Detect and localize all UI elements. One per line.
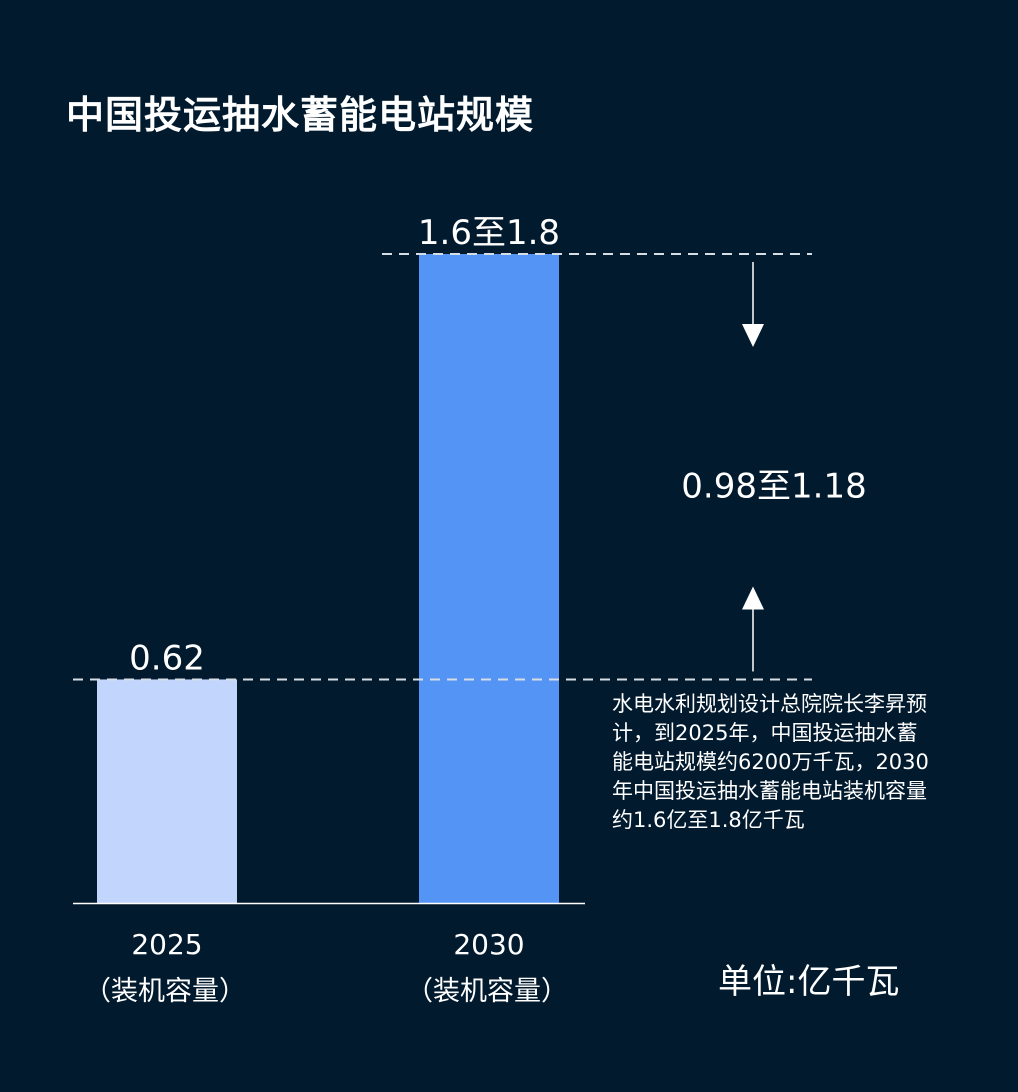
x-tick-label-2025: 2025 <box>131 928 202 961</box>
annotation-arrow-up-head <box>742 586 764 610</box>
x-tick-sublabel-2030: （装机容量） <box>406 976 568 1007</box>
x-tick-label-2030: 2030 <box>453 928 524 961</box>
data-label-2030: 1.6至1.8 <box>418 213 560 253</box>
annotation-arrow-down-head <box>742 324 764 347</box>
chart-title: 中国投运抽水蓄能电站规模 <box>66 93 535 137</box>
unit-label: 单位:亿千瓦 <box>718 962 900 1002</box>
annotation-difference-label: 0.98至1.18 <box>681 467 866 507</box>
data-label-2025: 0.62 <box>129 638 205 678</box>
bar-2030 <box>419 254 559 903</box>
bar-2025 <box>97 679 237 903</box>
source-note: 水电水利规划设计总院院长李昇预计，到2025年，中国投运抽水蓄能电站规模约620… <box>612 692 929 832</box>
x-tick-sublabel-2025: （装机容量） <box>84 976 246 1007</box>
